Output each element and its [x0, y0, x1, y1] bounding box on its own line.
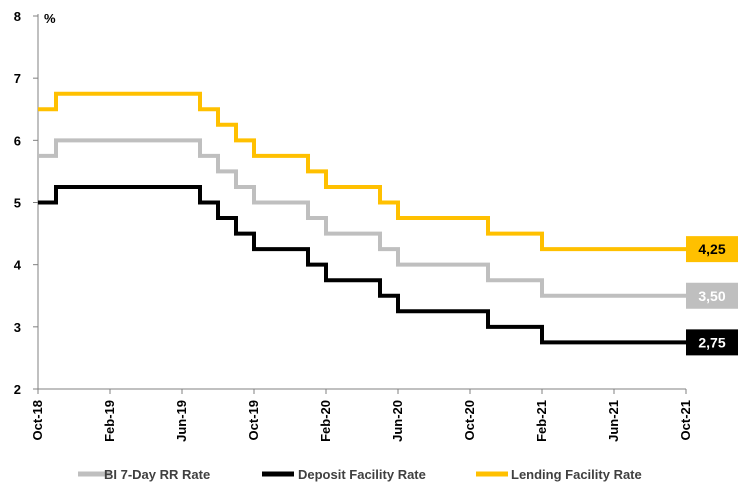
legend-label-deposit-facility-rate: Deposit Facility Rate	[298, 467, 426, 482]
y-tick-label: 7	[14, 71, 21, 86]
x-tick-label: Jun-20	[390, 400, 405, 442]
x-tick-label: Jun-19	[174, 400, 189, 442]
x-tick-label: Oct-20	[462, 400, 477, 440]
x-tick-label: Feb-20	[318, 400, 333, 442]
series-line-lending-facility-rate	[38, 91, 686, 252]
y-tick-label: 3	[14, 320, 21, 335]
x-axis-ticks: Oct-18 Feb-19 Jun-19 Oct-19 Feb-20 Jun-20 Oct-…	[30, 389, 693, 442]
x-tick-label: Oct-18	[30, 400, 45, 440]
y-tick-label: 8	[14, 9, 21, 24]
end-label-box-lending-facility-rate	[686, 236, 738, 263]
y-tick-label: 6	[14, 133, 21, 148]
end-label-lending-facility-rate: 4,25	[698, 241, 725, 257]
series-line-deposit-facility-rate	[38, 184, 686, 345]
y-axis-ticks: 2 3 4 5 6 7 8	[14, 9, 38, 397]
series-layer	[38, 91, 686, 345]
axes	[37, 14, 686, 390]
end-label-deposit-facility-rate: 2,75	[698, 334, 725, 350]
y-tick-label: 5	[14, 196, 21, 211]
end-label-bi-7-day-rr-rate: 3,50	[698, 288, 725, 304]
y-tick-label: 4	[14, 258, 22, 273]
legend: BI 7-Day RR Rate Deposit Facility Rate Len…	[78, 467, 642, 482]
x-tick-label: Feb-19	[102, 400, 117, 442]
legend-label-bi-7-day-rr-rate: BI 7-Day RR Rate	[104, 467, 210, 482]
x-tick-label: Oct-21	[678, 400, 693, 440]
y-tick-label: 2	[14, 382, 21, 397]
y-axis-unit-label: %	[44, 11, 56, 26]
end-label-box-bi-7-day-rr-rate	[686, 282, 738, 309]
legend-label-lending-facility-rate: Lending Facility Rate	[511, 467, 642, 482]
end-label-box-deposit-facility-rate	[686, 329, 738, 356]
series-line-bi-7-day-rr-rate	[38, 138, 686, 298]
x-tick-label: Oct-19	[246, 400, 261, 440]
x-tick-label: Feb-21	[534, 400, 549, 442]
end-value-labels: 3,50 2,75 4,25	[686, 236, 738, 356]
x-tick-label: Jun-21	[606, 400, 621, 442]
